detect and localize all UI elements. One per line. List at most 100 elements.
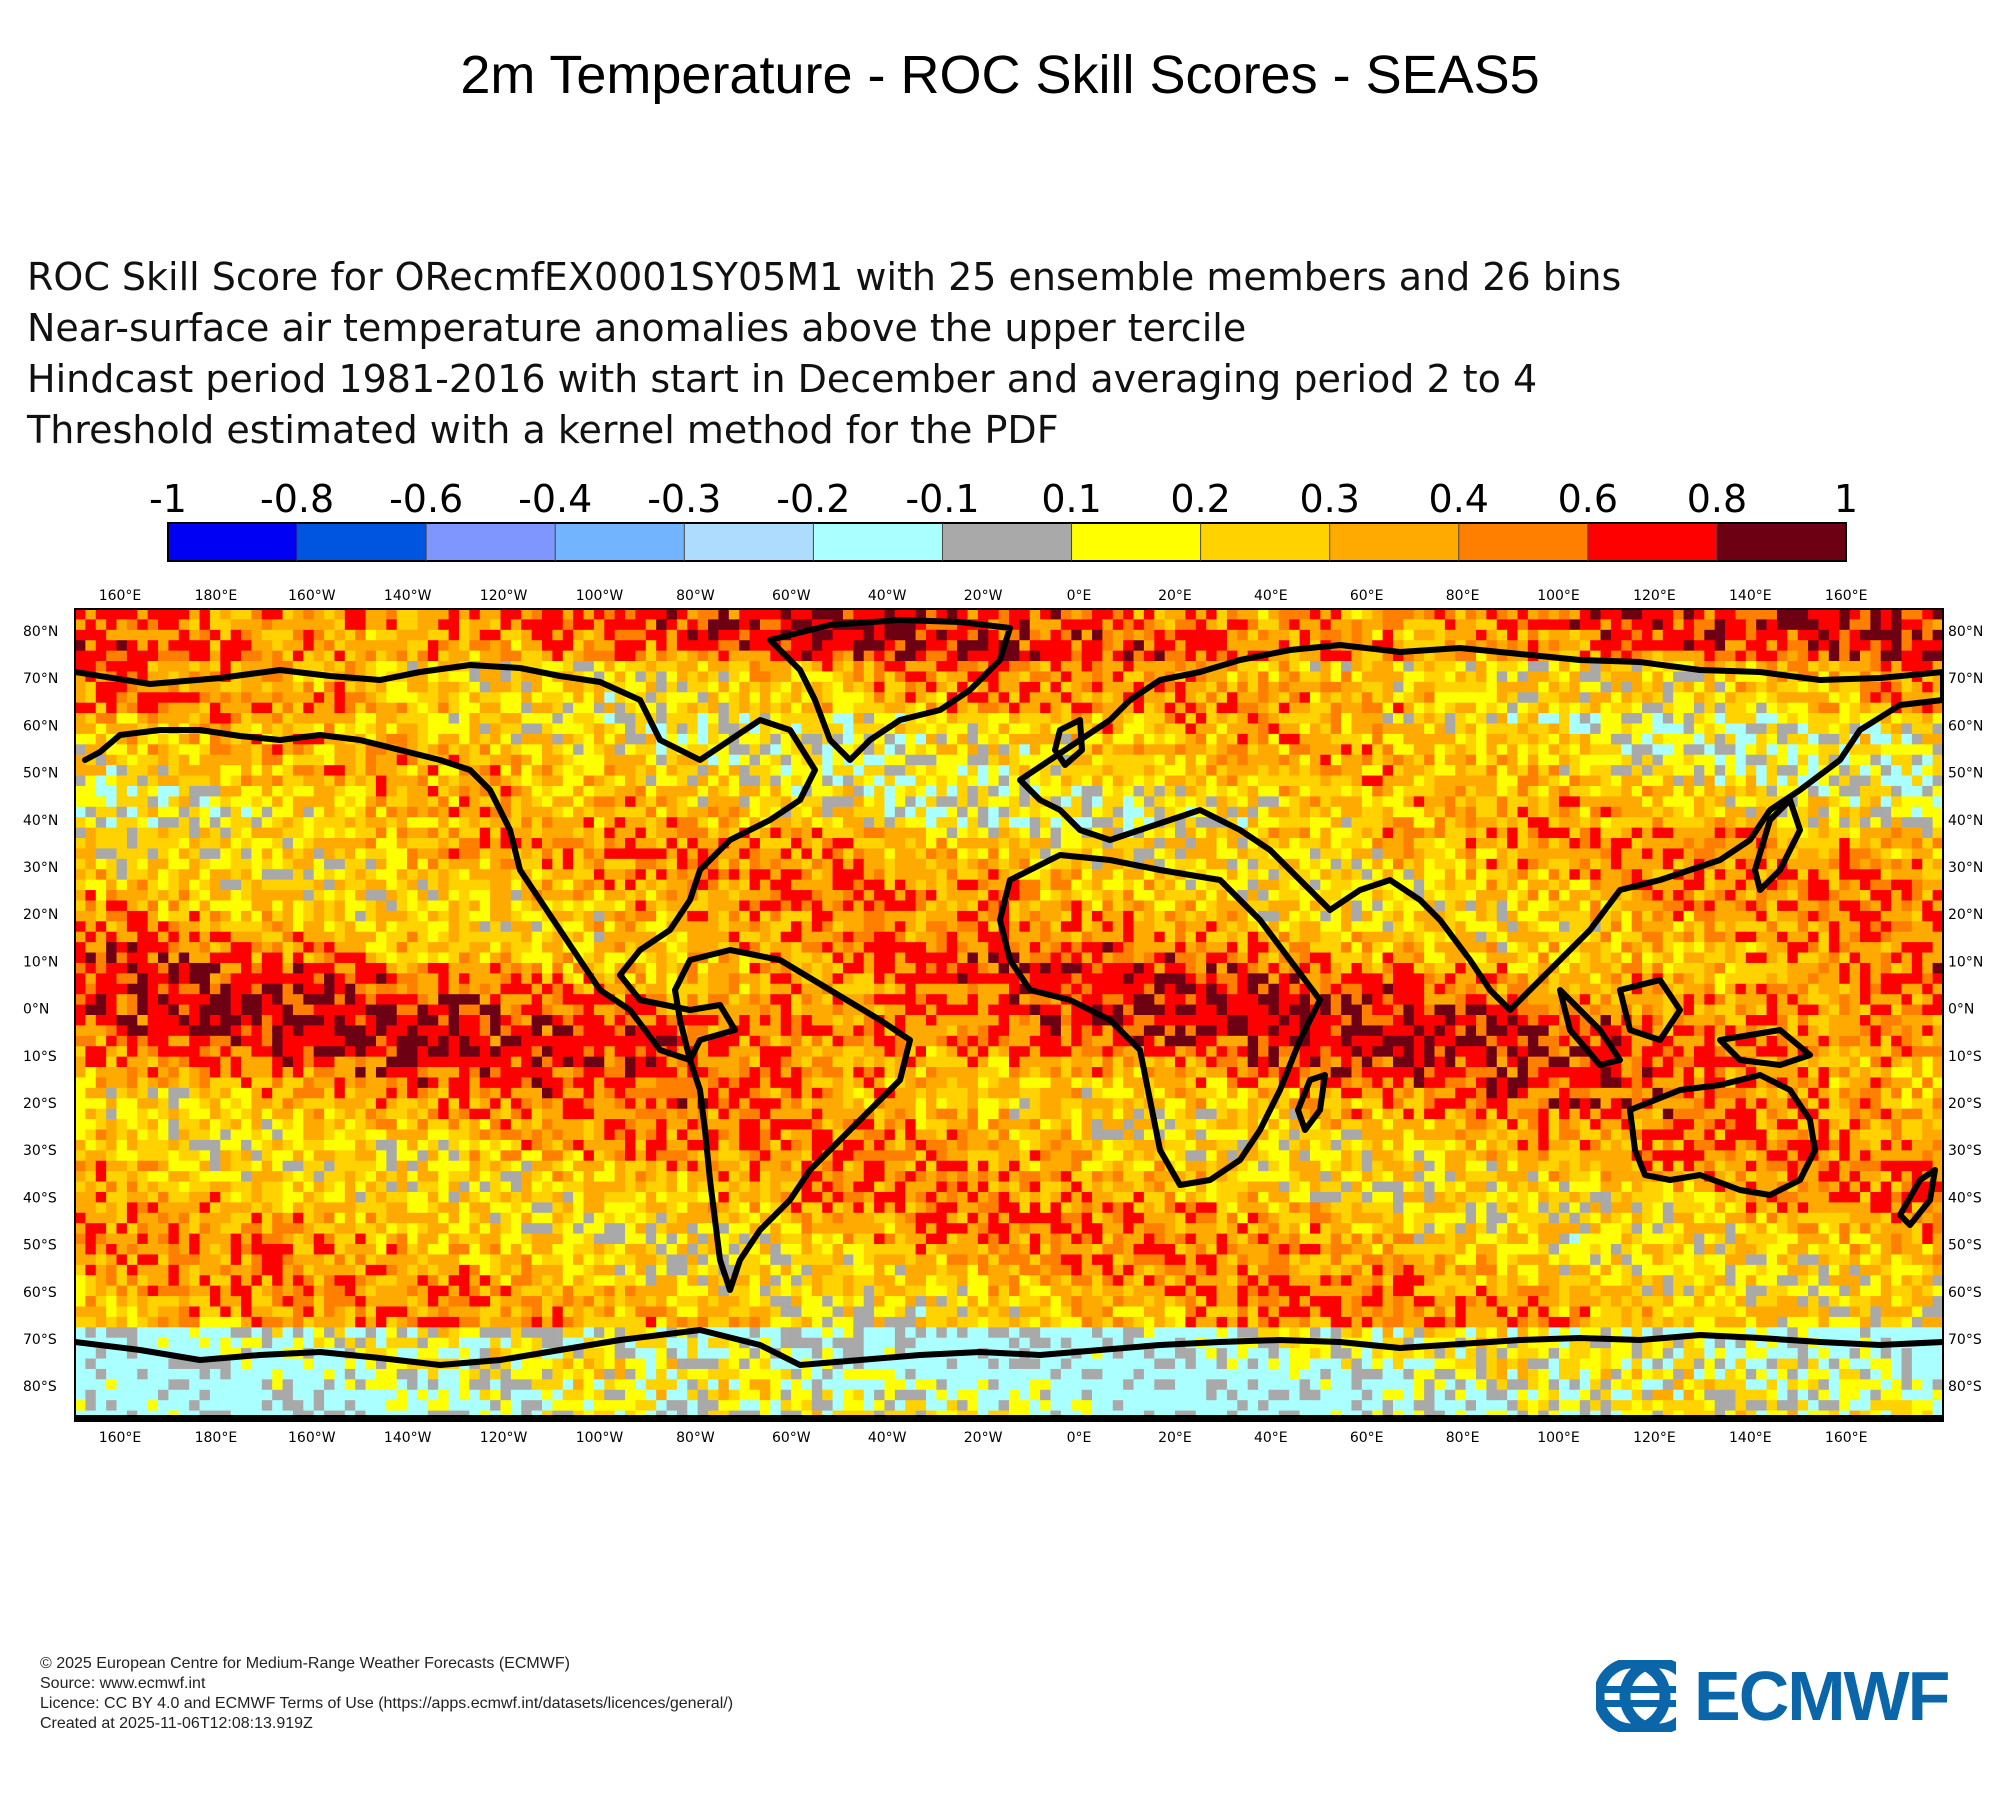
field-cell — [469, 817, 481, 829]
field-cell — [1413, 806, 1425, 818]
field-cell — [863, 890, 875, 902]
field-cell — [957, 869, 969, 881]
field-cell — [1662, 671, 1674, 683]
field-cell — [1486, 869, 1498, 881]
field-cell — [1309, 671, 1321, 683]
field-cell — [1175, 817, 1187, 829]
field-cell — [957, 879, 969, 891]
field-cell — [1009, 650, 1020, 662]
field-cell — [1693, 817, 1705, 829]
field-cell — [1901, 775, 1913, 787]
field-cell — [542, 848, 553, 860]
field-cell — [521, 765, 533, 777]
field-cell — [998, 723, 1010, 735]
field-cell — [1403, 879, 1415, 891]
field-cell — [1507, 692, 1519, 704]
field-cell — [770, 713, 782, 725]
field-cell — [1372, 609, 1384, 621]
field-cell — [1476, 744, 1487, 756]
field-cell — [1849, 692, 1861, 704]
field-cell — [417, 681, 429, 693]
field-cell — [1642, 671, 1654, 683]
field-cell — [158, 681, 169, 693]
field-cell — [521, 713, 533, 725]
field-cell — [282, 858, 294, 870]
field-cell — [739, 713, 751, 725]
field-cell — [625, 796, 636, 808]
field-cell — [728, 869, 740, 881]
field-cell — [168, 838, 180, 850]
field-cell — [324, 879, 336, 891]
field-cell — [1610, 629, 1622, 641]
field-cell — [1631, 640, 1643, 652]
field-cell — [1413, 723, 1425, 735]
field-cell — [749, 629, 761, 641]
field-cell — [490, 838, 502, 850]
field-cell — [666, 723, 678, 735]
field-cell — [1289, 692, 1301, 704]
field-cell — [1828, 733, 1840, 745]
field-cell — [687, 817, 699, 829]
field-cell — [1662, 713, 1674, 725]
field-cell — [1413, 754, 1425, 766]
field-cell — [407, 744, 419, 756]
field-cell — [1444, 817, 1456, 829]
field-cell — [510, 879, 522, 891]
field-cell — [863, 879, 875, 891]
field-cell — [718, 744, 730, 756]
field-cell — [718, 650, 730, 662]
field-cell — [1382, 817, 1394, 829]
field-cell — [1351, 817, 1363, 829]
field-cell — [1413, 827, 1425, 839]
field-cell — [417, 796, 429, 808]
field-cell — [365, 702, 377, 714]
field-cell — [324, 661, 336, 673]
field-cell — [137, 713, 149, 725]
field-cell — [1891, 775, 1903, 787]
field-cell — [220, 817, 232, 829]
field-cell — [1725, 744, 1737, 756]
field-cell — [728, 692, 740, 704]
field-cell — [1258, 671, 1270, 683]
field-cell — [126, 702, 138, 714]
field-cell — [1455, 796, 1467, 808]
field-cell — [791, 858, 803, 870]
field-cell — [1361, 681, 1373, 693]
field-cell — [1527, 744, 1539, 756]
field-cell — [85, 796, 97, 808]
field-cell — [438, 869, 450, 881]
field-cell — [1424, 661, 1436, 673]
field-cell — [1040, 848, 1052, 860]
field-cell — [770, 806, 782, 818]
field-cell — [1590, 661, 1602, 673]
field-cell — [1195, 609, 1207, 621]
field-cell — [1787, 619, 1799, 631]
field-cell — [905, 890, 917, 902]
field-cell — [1559, 848, 1570, 860]
field-cell — [676, 817, 688, 829]
field-cell — [656, 629, 668, 641]
field-cell — [583, 733, 595, 745]
field-cell — [936, 869, 948, 881]
field-cell — [1372, 869, 1384, 881]
field-cell — [1642, 629, 1654, 641]
field-cell — [407, 796, 419, 808]
field-cell — [75, 806, 86, 818]
field-cell — [635, 754, 647, 766]
field-cell — [1527, 671, 1539, 683]
field-cell — [967, 650, 979, 662]
field-cell — [158, 806, 169, 818]
field-cell — [261, 661, 273, 673]
field-cell — [1496, 702, 1508, 714]
field-cell — [728, 806, 740, 818]
field-cell — [552, 629, 564, 641]
field-cell — [1320, 796, 1332, 808]
field-cell — [1486, 848, 1498, 860]
field-cell — [1652, 817, 1664, 829]
field-cell — [396, 785, 408, 797]
field-cell — [261, 744, 273, 756]
field-cell — [1797, 796, 1809, 808]
field-cell — [490, 671, 502, 683]
field-cell — [925, 817, 937, 829]
field-cell — [1102, 702, 1114, 714]
